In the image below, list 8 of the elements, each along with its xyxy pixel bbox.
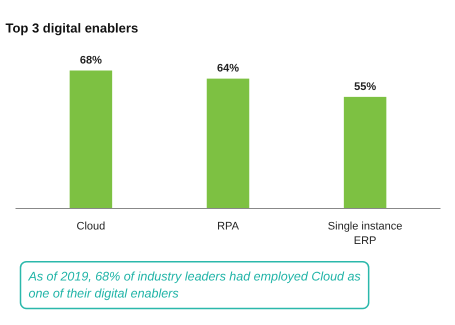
data-label: 55% bbox=[354, 80, 376, 93]
text: As of 2019, 68% of industry leaders had employed Cloud as one of their digital enablers bbox=[28, 270, 361, 300]
x-tick-label: Single instance ERP bbox=[328, 220, 402, 247]
x-tick-label: RPA bbox=[217, 220, 240, 232]
x-tick-label: Cloud bbox=[76, 220, 106, 232]
data-label: 64% bbox=[216, 62, 240, 75]
chart-title: Top 3 digital enablers bbox=[6, 20, 138, 36]
data-label: 68% bbox=[80, 54, 102, 66]
